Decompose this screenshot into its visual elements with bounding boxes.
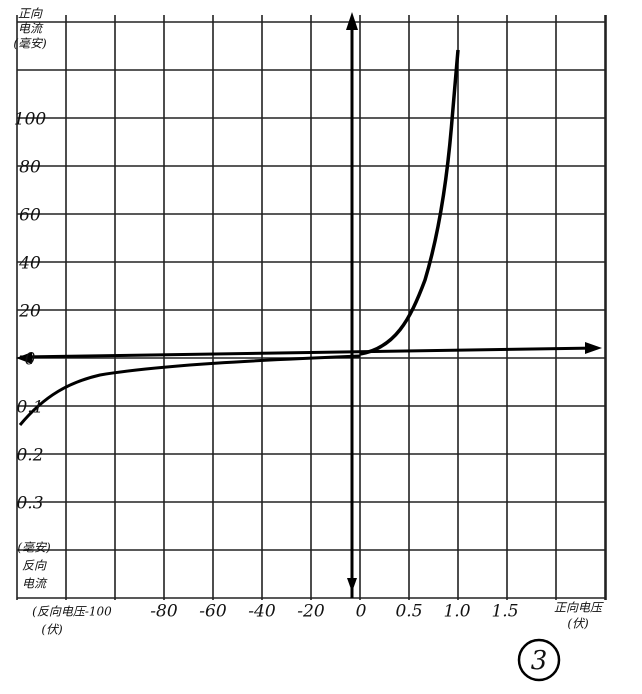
y-axis-title: 电流 [22,577,48,591]
y-tick-label: 0 [25,350,36,370]
y-tick-label: 20 [18,302,41,322]
x-tick-label: 0.5 [395,602,422,622]
y-tick-label: 0.2 [16,446,43,466]
y-axis-title: (毫安) [17,541,51,555]
x-unit: (伏) [567,617,589,631]
y-tick-label: 60 [19,206,41,226]
x-tick-label: (反向电压-100 [32,605,112,619]
x-axis-title: 正向电压 [554,601,604,615]
grid [16,15,607,600]
y-axis-title: 正向 [18,7,43,21]
forward-curve [359,49,460,356]
x-tick-label: -60 [199,602,227,622]
y-tick-label: 0.1 [16,398,43,418]
figure-circle [517,638,561,682]
x-tick-label: 1.5 [491,602,518,622]
arrow-right [585,342,602,354]
x-tick-label: -40 [248,602,276,622]
x-tick-label: -80 [150,602,178,622]
arrow-down [347,578,357,592]
arrow-left [16,352,32,364]
y-tick-label: 0.3 [16,494,43,514]
y-axis-title: 反向 [22,559,47,573]
x-unit: (伏) [41,623,63,637]
arrow-up [346,12,358,30]
y-tick-label: 100 [14,110,47,130]
x-tick-label: 0 [356,602,367,622]
x-tick-label: 1.0 [443,602,470,622]
x-tick-label: -20 [297,602,325,622]
y-axis-title: (毫安) [13,37,47,51]
reverse-curve [18,354,361,426]
y-axis-title: 电流 [18,22,44,36]
y-tick-label: 40 [18,254,41,274]
y-tick-label: 80 [19,158,41,178]
figure-number: 3 [531,646,548,676]
x-axis [19,346,599,359]
